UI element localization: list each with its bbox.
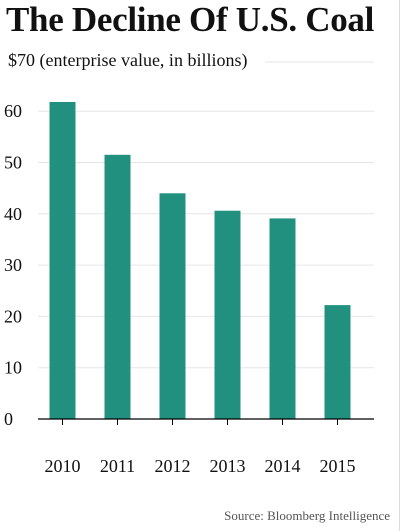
bar-2012 [159, 193, 186, 419]
x-tick-label: 2010 [45, 456, 81, 476]
x-tick-label: 2012 [155, 456, 191, 476]
chart-title: The Decline Of U.S. Coal [6, 0, 375, 39]
bar-2014 [269, 218, 296, 419]
x-tick-label: 2014 [265, 456, 301, 476]
y-tick-label: 50 [4, 153, 22, 173]
y-tick-label: 0 [4, 409, 13, 429]
bar-2013 [214, 210, 241, 419]
y-tick-label: 40 [4, 204, 22, 224]
y-tick-label: 20 [4, 306, 22, 326]
x-tick-label: 2015 [320, 456, 356, 476]
chart-subtitle: $70 (enterprise value, in billions) [8, 50, 248, 70]
bar-2011 [104, 154, 131, 419]
x-tick-label: 2011 [100, 456, 135, 476]
y-tick-label: 60 [4, 101, 22, 121]
x-tick-label: 2013 [210, 456, 246, 476]
bar-2010 [49, 101, 76, 419]
source-note: Source: Bloomberg Intelligence [224, 508, 390, 523]
y-tick-label: 30 [4, 255, 22, 275]
y-tick-label: 10 [4, 358, 22, 378]
bar-2015 [324, 305, 351, 419]
